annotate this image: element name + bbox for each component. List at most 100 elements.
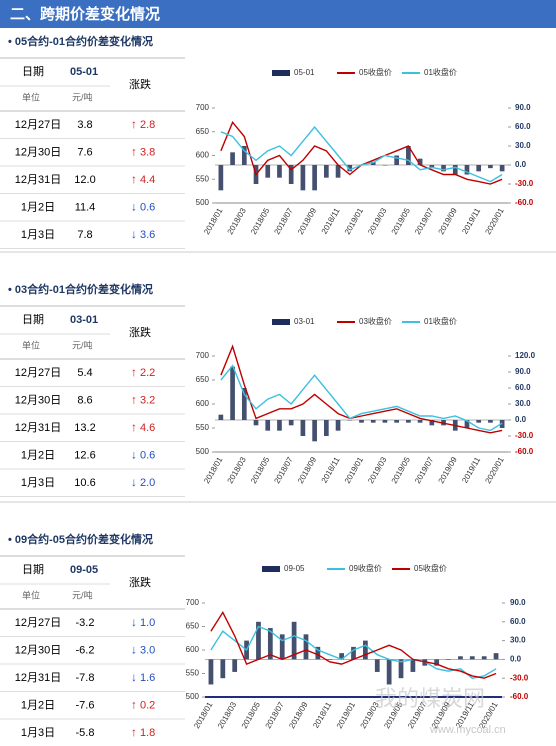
table-arrow: ↑ xyxy=(131,365,137,379)
bar xyxy=(323,420,329,436)
legend-label: 05收盘价 xyxy=(414,563,447,573)
bar xyxy=(347,420,353,421)
bar xyxy=(335,420,341,431)
table-arrow: ↑ xyxy=(131,420,137,434)
table-change: 3.6 xyxy=(140,229,155,241)
table-date: 12月27日 xyxy=(15,119,61,131)
table-arrow: ↑ xyxy=(131,117,137,131)
x-tick-label: 2018/03 xyxy=(216,700,239,730)
table-date: 1月3日 xyxy=(21,477,55,489)
table-change: 0.6 xyxy=(140,449,155,461)
section-title: • 09合约-05合约价差变化情况 xyxy=(8,532,153,546)
table-unit: 元/吨 xyxy=(72,339,93,350)
bar xyxy=(469,656,475,660)
table-value: 8.6 xyxy=(77,394,92,406)
table-value: -7.6 xyxy=(76,699,95,711)
bar xyxy=(476,420,482,423)
x-tick-label: 2019/01 xyxy=(343,455,366,485)
table-change: 4.4 xyxy=(140,174,155,186)
table-unit: 单位 xyxy=(22,339,40,350)
y2-tick-label: 120.0 xyxy=(515,351,536,360)
x-tick-label: 2019/05 xyxy=(390,206,413,236)
x-tick-label: 2018/05 xyxy=(249,455,272,485)
table-arrow: ↓ xyxy=(131,670,137,684)
table-arrow: ↑ xyxy=(131,698,137,712)
y-tick-label: 500 xyxy=(186,692,200,701)
x-tick-label: 2018/11 xyxy=(311,700,333,730)
bar xyxy=(335,165,341,178)
legend-swatch xyxy=(272,319,290,325)
bar xyxy=(253,420,259,426)
bar xyxy=(339,653,344,660)
table-arrow: ↓ xyxy=(131,475,137,489)
table-arrow: ↑ xyxy=(131,725,137,739)
table-unit: 单位 xyxy=(22,91,40,102)
table-date: 1月2日 xyxy=(21,201,55,213)
bar xyxy=(499,420,505,428)
line xyxy=(210,610,497,679)
bar xyxy=(277,420,282,431)
bar xyxy=(256,621,261,660)
line xyxy=(220,344,503,434)
watermark-url: www.mycoal.cn xyxy=(429,724,506,736)
table-header: 日期 xyxy=(22,65,44,78)
table-value: -3.2 xyxy=(76,617,95,629)
legend-swatch xyxy=(272,70,290,76)
x-tick-label: 2019/07 xyxy=(413,206,436,236)
table-change: 0.6 xyxy=(140,201,155,213)
table-value: 10.6 xyxy=(74,477,95,489)
legend-label: 09-05 xyxy=(284,564,305,573)
bar xyxy=(300,165,306,191)
bar xyxy=(370,420,376,423)
table-header: 涨跌 xyxy=(129,77,151,91)
x-tick-label: 2019/01 xyxy=(335,700,358,730)
table-date: 1月3日 xyxy=(21,229,55,241)
bar xyxy=(417,158,423,165)
y2-tick-label: -30.0 xyxy=(515,179,534,188)
bar xyxy=(347,165,353,172)
x-tick-label: 2020/01 xyxy=(483,455,506,485)
y2-tick-label: -30.0 xyxy=(515,431,534,440)
table-value: 11.4 xyxy=(75,201,96,213)
y-tick-label: 600 xyxy=(196,399,210,408)
bar xyxy=(488,165,493,169)
line xyxy=(210,625,497,679)
bar xyxy=(327,659,333,660)
x-tick-label: 2018/09 xyxy=(287,700,310,730)
table-value: -5.8 xyxy=(76,727,95,739)
table-date: 12月31日 xyxy=(15,422,61,434)
x-tick-label: 2019/03 xyxy=(366,455,389,485)
bar xyxy=(300,420,306,436)
y2-tick-label: 0.0 xyxy=(515,160,527,169)
y2-tick-label: 90.0 xyxy=(510,598,526,607)
y2-tick-label: 30.0 xyxy=(515,399,531,408)
bar xyxy=(446,659,451,660)
table-value: 3.8 xyxy=(77,119,92,131)
x-tick-label: 2019/11 xyxy=(460,455,482,485)
bar xyxy=(230,152,235,165)
legend-label: 03收盘价 xyxy=(359,316,392,326)
x-tick-label: 2018/05 xyxy=(249,206,272,236)
legend-label: 01收盘价 xyxy=(424,316,457,326)
table-change: 2.8 xyxy=(140,119,155,131)
y-tick-label: 650 xyxy=(196,375,210,384)
table-change: 3.8 xyxy=(140,146,155,158)
y2-tick-label: -60.0 xyxy=(515,198,534,207)
y-tick-label: 650 xyxy=(186,622,200,631)
table-unit: 元/吨 xyxy=(72,589,93,600)
bar xyxy=(464,165,470,175)
y2-tick-label: 30.0 xyxy=(515,141,531,150)
table-change: 2.0 xyxy=(140,477,155,489)
x-tick-label: 2018/11 xyxy=(320,455,342,485)
x-tick-label: 2019/01 xyxy=(343,206,366,236)
x-tick-label: 2018/05 xyxy=(240,700,263,730)
bar xyxy=(363,640,368,660)
x-tick-label: 2018/03 xyxy=(226,455,249,485)
bar xyxy=(394,420,400,423)
bar xyxy=(359,420,364,423)
y2-tick-label: 60.0 xyxy=(510,617,526,626)
bar xyxy=(323,165,329,178)
x-tick-label: 2019/07 xyxy=(413,455,436,485)
table-unit: 元/吨 xyxy=(72,91,93,102)
section-title: • 03合约-01合约价差变化情况 xyxy=(8,282,153,296)
